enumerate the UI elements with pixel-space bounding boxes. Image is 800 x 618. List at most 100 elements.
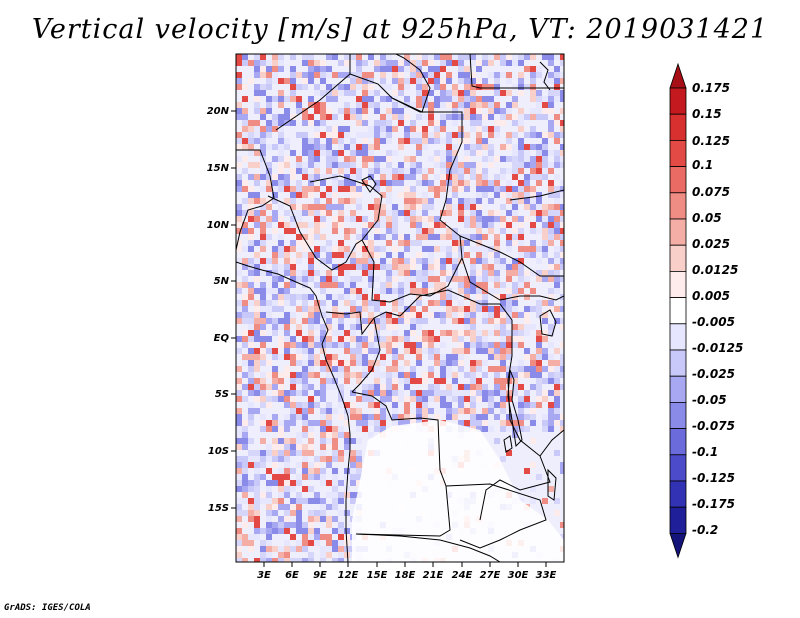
field-cell bbox=[464, 234, 470, 240]
field-cell bbox=[248, 408, 254, 414]
field-cell bbox=[254, 492, 260, 498]
field-cell bbox=[500, 396, 506, 402]
field-cell bbox=[236, 534, 242, 540]
field-cell bbox=[554, 258, 560, 264]
field-cell bbox=[452, 396, 458, 402]
field-cell bbox=[374, 222, 380, 228]
field-cell bbox=[290, 354, 296, 360]
field-cell bbox=[536, 474, 542, 480]
field-cell bbox=[374, 306, 380, 312]
field-cell bbox=[290, 174, 296, 180]
field-cell bbox=[338, 336, 344, 342]
field-cell bbox=[422, 228, 428, 234]
field-cell bbox=[272, 282, 278, 288]
field-cell bbox=[476, 330, 482, 336]
field-cell bbox=[476, 186, 482, 192]
field-cell bbox=[314, 108, 320, 114]
field-cell bbox=[410, 264, 416, 270]
field-cell bbox=[506, 156, 512, 162]
field-cell bbox=[302, 72, 308, 78]
field-cell bbox=[554, 282, 560, 288]
field-cell bbox=[560, 360, 564, 366]
field-cell bbox=[530, 192, 536, 198]
field-cell bbox=[326, 90, 332, 96]
field-cell bbox=[248, 270, 254, 276]
field-cell bbox=[416, 354, 422, 360]
field-cell bbox=[494, 342, 500, 348]
field-cell bbox=[362, 108, 368, 114]
field-cell bbox=[332, 432, 338, 438]
field-cell bbox=[236, 516, 242, 522]
field-cell bbox=[542, 210, 548, 216]
field-cell bbox=[464, 294, 470, 300]
field-cell bbox=[380, 174, 386, 180]
field-cell bbox=[386, 96, 392, 102]
field-cell bbox=[452, 246, 458, 252]
field-cell bbox=[296, 234, 302, 240]
field-cell bbox=[560, 126, 564, 132]
field-cell bbox=[368, 390, 374, 396]
field-cell bbox=[512, 300, 518, 306]
field-cell bbox=[410, 210, 416, 216]
field-cell bbox=[302, 420, 308, 426]
field-cell bbox=[278, 54, 284, 60]
field-cell bbox=[320, 510, 326, 516]
field-cell bbox=[554, 510, 560, 516]
field-cell bbox=[524, 150, 530, 156]
field-cell bbox=[380, 336, 386, 342]
field-cell bbox=[332, 246, 338, 252]
field-cell bbox=[368, 156, 374, 162]
field-cell bbox=[260, 552, 266, 558]
field-cell bbox=[374, 252, 380, 258]
field-cell bbox=[308, 420, 314, 426]
field-cell bbox=[464, 282, 470, 288]
field-cell bbox=[320, 456, 326, 462]
field-cell bbox=[236, 558, 242, 562]
field-cell bbox=[248, 384, 254, 390]
field-cell bbox=[548, 258, 554, 264]
field-cell bbox=[338, 318, 344, 324]
field-cell bbox=[524, 366, 530, 372]
field-cell bbox=[326, 366, 332, 372]
field-cell bbox=[512, 204, 518, 210]
field-cell bbox=[434, 384, 440, 390]
field-cell bbox=[488, 366, 494, 372]
field-cell bbox=[560, 132, 564, 138]
field-cell bbox=[254, 348, 260, 354]
field-cell bbox=[512, 168, 518, 174]
field-cell bbox=[452, 372, 458, 378]
field-cell bbox=[368, 240, 374, 246]
field-cell bbox=[428, 180, 434, 186]
field-cell bbox=[248, 126, 254, 132]
field-cell bbox=[488, 426, 494, 432]
field-cell bbox=[482, 138, 488, 144]
field-cell bbox=[410, 204, 416, 210]
field-cell bbox=[296, 540, 302, 546]
field-cell bbox=[236, 186, 242, 192]
field-cell bbox=[458, 288, 464, 294]
field-cell bbox=[356, 456, 362, 462]
colorbar-label: 0.0125 bbox=[692, 263, 738, 277]
field-cell bbox=[542, 414, 548, 420]
field-cell bbox=[446, 414, 452, 420]
field-cell bbox=[266, 300, 272, 306]
field-cell bbox=[380, 282, 386, 288]
field-cell bbox=[320, 174, 326, 180]
field-cell bbox=[464, 288, 470, 294]
field-cell bbox=[452, 264, 458, 270]
field-cell bbox=[326, 270, 332, 276]
field-cell bbox=[404, 276, 410, 282]
field-cell bbox=[494, 246, 500, 252]
field-cell bbox=[308, 396, 314, 402]
field-cell bbox=[338, 498, 344, 504]
field-cell bbox=[326, 360, 332, 366]
field-cell bbox=[302, 546, 308, 552]
field-cell bbox=[326, 258, 332, 264]
field-cell bbox=[386, 264, 392, 270]
field-cell bbox=[254, 498, 260, 504]
field-cell bbox=[320, 384, 326, 390]
field-cell bbox=[374, 132, 380, 138]
colorbar-box bbox=[669, 113, 687, 141]
field-cell bbox=[542, 234, 548, 240]
field-cell bbox=[314, 342, 320, 348]
